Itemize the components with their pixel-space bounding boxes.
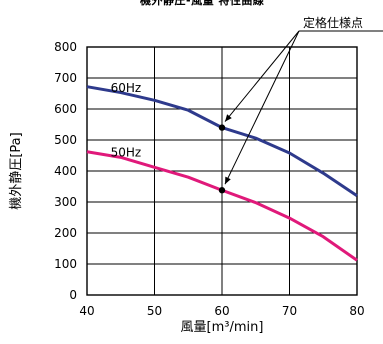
y-tick-label: 0: [69, 288, 77, 302]
x-tick-label: 70: [282, 304, 297, 318]
leader-arrowhead: [225, 114, 232, 122]
leader-arrowhead: [225, 176, 231, 185]
series-label-50hz: 50Hz: [111, 146, 142, 160]
leader-line: [224, 30, 300, 185]
y-tick-label: 400: [54, 164, 77, 178]
chart-title: 機外静圧-風量 特性曲線: [140, 0, 265, 7]
y-axis-label: 機外静圧[Pa]: [9, 132, 24, 209]
x-axis-label: 風量[m³/min]: [181, 320, 264, 335]
x-tick-label: 40: [79, 304, 94, 318]
y-tick-label: 500: [54, 133, 77, 147]
x-tick-label: 80: [349, 304, 364, 318]
y-tick-label: 600: [54, 102, 77, 116]
y-tick-label: 300: [54, 195, 77, 209]
x-tick-label: 50: [147, 304, 162, 318]
series-label-60hz: 60Hz: [111, 81, 142, 95]
annotation-layer: 定格仕様点: [218, 15, 383, 194]
annotation-label: 定格仕様点: [303, 15, 363, 30]
y-tick-label: 200: [54, 226, 77, 240]
plot-frame: [86, 46, 358, 296]
axes: 0 100 200 300 400 500 600 700 800 40 50 60 70 80 風量[m³…: [9, 40, 365, 335]
y-tick-label: 700: [54, 71, 77, 85]
y-tick-label: 100: [54, 257, 77, 271]
leader-line: [224, 30, 300, 122]
rated-point: [218, 187, 226, 194]
x-tick-label: 60: [214, 304, 229, 318]
grid: [86, 46, 358, 296]
y-tick-label: 800: [54, 40, 77, 54]
rated-point: [218, 124, 226, 131]
